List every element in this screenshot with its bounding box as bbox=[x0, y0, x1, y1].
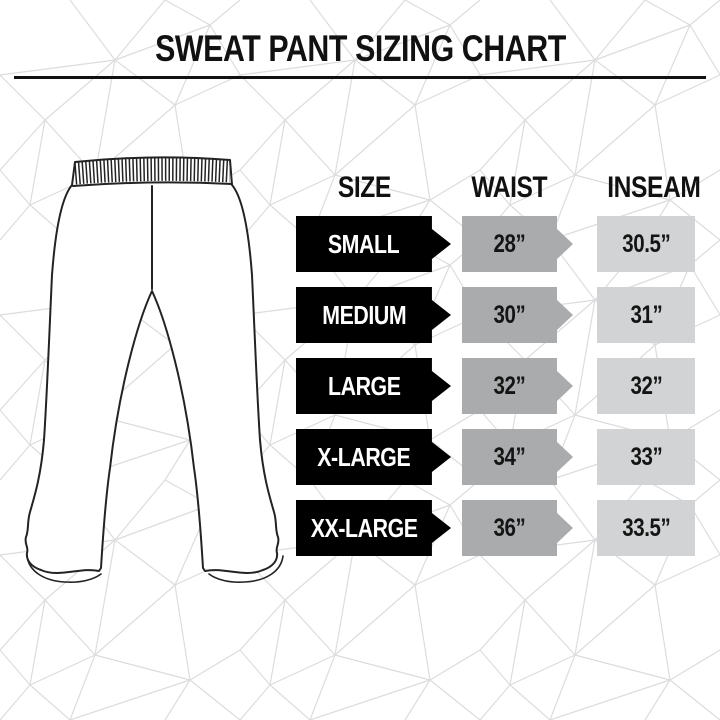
pants-silhouette bbox=[24, 156, 280, 574]
inseam-badge: 31” bbox=[597, 287, 695, 343]
size-badge: MEDIUM bbox=[296, 287, 451, 343]
size-label: SMALL bbox=[328, 228, 400, 259]
page-title: SWEAT PANT SIZING CHART bbox=[0, 28, 720, 70]
waist-badge: 32” bbox=[462, 358, 573, 414]
size-badge: XX-LARGE bbox=[296, 500, 451, 556]
inseam-value: 31” bbox=[630, 300, 662, 329]
column-header-inseam: INSEAM bbox=[607, 171, 701, 204]
column-header-size: SIZE bbox=[337, 171, 391, 204]
size-label: LARGE bbox=[327, 370, 401, 401]
page-title-text: SWEAT PANT SIZING CHART bbox=[154, 28, 566, 69]
size-label: MEDIUM bbox=[322, 299, 406, 330]
waist-value: 28” bbox=[493, 229, 526, 258]
inseam-value: 33” bbox=[630, 442, 662, 471]
size-label: XX-LARGE bbox=[310, 512, 418, 543]
waist-badge: 34” bbox=[462, 429, 573, 485]
title-underline bbox=[14, 76, 706, 79]
waist-badge: 36” bbox=[462, 500, 573, 556]
size-badge: X-LARGE bbox=[296, 429, 451, 485]
size-badge: SMALL bbox=[296, 216, 451, 272]
size-label: X-LARGE bbox=[317, 441, 411, 472]
right-cuff-hem bbox=[208, 555, 284, 583]
waist-value: 36” bbox=[493, 513, 526, 542]
sweatpants-illustration bbox=[24, 156, 284, 583]
inseam-value: 33.5” bbox=[621, 513, 671, 542]
waist-value: 34” bbox=[493, 442, 526, 471]
waist-badge: 28” bbox=[462, 216, 573, 272]
inseam-badge: 32” bbox=[597, 358, 695, 414]
waist-badge: 30” bbox=[462, 287, 573, 343]
inseam-badge: 33” bbox=[597, 429, 695, 485]
inseam-badge: 33.5” bbox=[597, 500, 695, 556]
size-badge: LARGE bbox=[296, 358, 451, 414]
inseam-value: 32” bbox=[630, 371, 662, 400]
waist-value: 32” bbox=[493, 371, 526, 400]
left-cuff-hem bbox=[26, 555, 102, 583]
column-header-waist: WAIST bbox=[471, 171, 548, 204]
waistband-bottom-edge bbox=[72, 181, 233, 187]
waistband-ribbing bbox=[74, 157, 231, 185]
inseam-value: 30.5” bbox=[621, 229, 671, 258]
inseam-badge: 30.5” bbox=[597, 216, 695, 272]
waist-value: 30” bbox=[493, 300, 526, 329]
